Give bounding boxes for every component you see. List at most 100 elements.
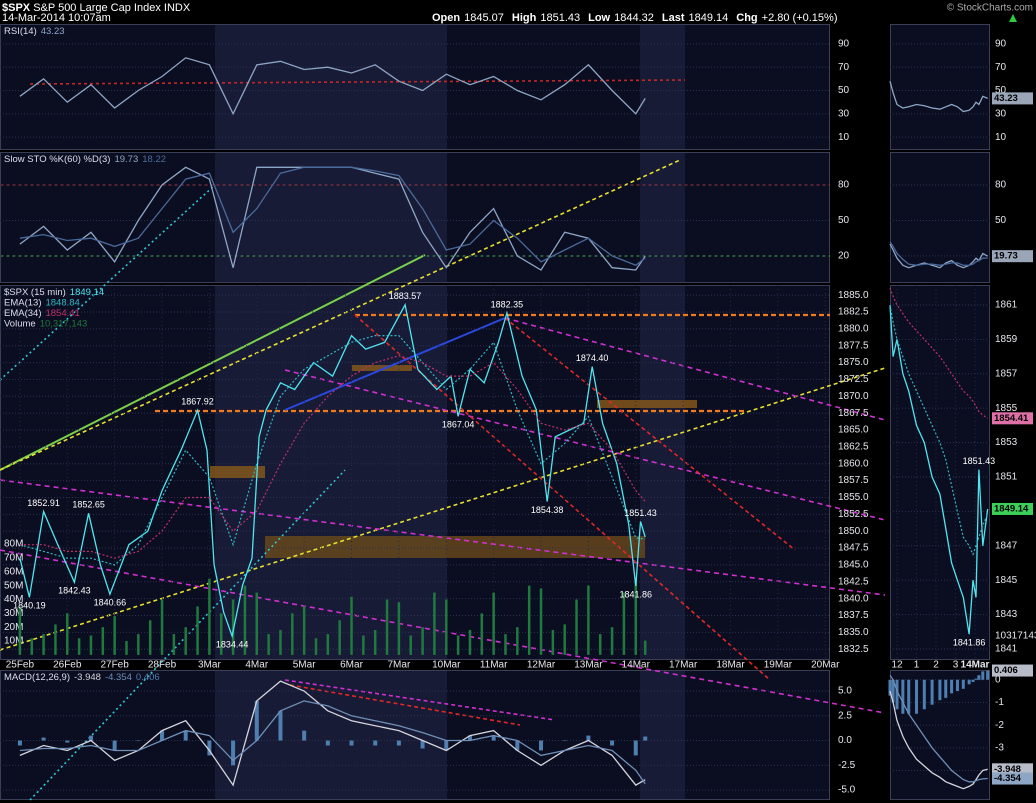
histogram-bar xyxy=(396,740,401,746)
histogram-bar xyxy=(562,740,567,742)
y-tick-label: -3 xyxy=(995,742,1004,753)
y-tick-label: 1835.0 xyxy=(838,627,869,638)
histogram-bar xyxy=(325,740,330,746)
histogram-bar xyxy=(160,730,165,741)
legend-text: EMA(34) xyxy=(4,308,41,319)
volume-bar xyxy=(18,606,22,655)
volume-bar xyxy=(456,635,460,655)
volume-bar xyxy=(137,634,140,655)
volume-bar xyxy=(598,634,602,655)
value-tag xyxy=(992,502,1033,515)
histogram-bar xyxy=(302,730,307,741)
panel-gap xyxy=(0,660,1036,670)
y-tick-label: 50 xyxy=(995,215,1007,226)
panel: 20508019.73 xyxy=(889,180,1033,269)
y-tick-label: 1840.0 xyxy=(838,593,869,604)
x-tick-label: 17Mar xyxy=(669,660,698,671)
value-tag xyxy=(992,250,1033,263)
y-tick-label: 1845 xyxy=(995,575,1018,586)
volume-bar xyxy=(397,602,401,655)
y2-tick-label: 70M xyxy=(4,553,23,564)
y-tick-label: 70 xyxy=(838,62,850,73)
legend-text: $SPX (15 min) xyxy=(4,287,66,298)
legend-text: 10,317,143 xyxy=(40,318,88,329)
x-tick-label: 12 xyxy=(891,660,903,671)
price-label: 1874.40 xyxy=(576,353,609,363)
trendline xyxy=(284,679,556,721)
histogram-bar xyxy=(420,740,425,749)
volume-bar xyxy=(563,624,566,655)
histogram-bar xyxy=(231,740,236,766)
volume-bar xyxy=(148,620,152,655)
histogram-bar xyxy=(586,735,591,741)
histogram-bar xyxy=(891,679,895,703)
legend-text: -3.948 xyxy=(74,672,101,683)
trendline xyxy=(0,254,426,471)
value-tag-label: -4.354 xyxy=(994,773,1022,784)
volume-bar xyxy=(610,627,614,655)
histogram-bar xyxy=(373,740,378,746)
trendline xyxy=(289,684,521,726)
volume-bar xyxy=(279,629,282,655)
y-tick-label: -5.0 xyxy=(838,785,856,796)
value-tag xyxy=(992,664,1033,677)
panel-border xyxy=(890,670,990,800)
panel: 10 30 50 70 90 43.23 xyxy=(889,38,1033,143)
volume-bar xyxy=(291,613,294,655)
volume-bar xyxy=(172,634,176,655)
legend-entry: $SPX (15 min) 1849.14 xyxy=(4,287,104,298)
legend-entry: MACD(12,26,9) -3.948 -4.354 0.406 xyxy=(4,672,160,683)
y-tick-label: 20 xyxy=(838,250,850,261)
histogram-bar xyxy=(254,700,259,741)
trendline xyxy=(284,317,506,411)
histogram-bar xyxy=(922,679,926,710)
series-line xyxy=(889,241,988,266)
panel-border xyxy=(0,152,830,283)
x-tick-label: 11Mar xyxy=(480,660,508,671)
panel: -5.0 -2.5 0.0 2.5 5.0 MACD(12,26,9) -3.948 -4.3… xyxy=(0,672,856,796)
volume-bar xyxy=(634,578,638,655)
quote-label: Open xyxy=(432,12,460,24)
volume-bar xyxy=(160,599,164,655)
y-tick-label: 50 xyxy=(995,85,1007,96)
panel-gap xyxy=(0,283,1036,285)
histogram-bar xyxy=(907,679,911,714)
zone xyxy=(265,536,645,558)
y-tick-label: -2 xyxy=(995,720,1004,731)
quote-label: Chg xyxy=(736,12,757,24)
volume-bar xyxy=(77,638,81,655)
trendline xyxy=(0,549,886,714)
y-tick-label: 1867.5 xyxy=(838,408,869,419)
price-label: 1882.35 xyxy=(491,299,524,309)
series-line xyxy=(889,690,988,790)
histogram-bar xyxy=(444,740,449,751)
x-tick-label: 2 xyxy=(933,660,939,671)
volume-bar xyxy=(480,613,484,655)
histogram-bar xyxy=(112,740,117,751)
histogram-bar xyxy=(901,679,905,714)
y-tick-label: 1842.5 xyxy=(838,576,869,587)
histogram-bar xyxy=(467,735,472,741)
histogram-bar xyxy=(41,737,46,741)
x-tick-label: 26Feb xyxy=(53,660,82,671)
y-tick-label: 80 xyxy=(995,180,1007,191)
legend-text: 1848.84 xyxy=(45,297,79,308)
series-line xyxy=(889,304,989,635)
x-tick-label: 19Mar xyxy=(764,660,793,671)
series-line xyxy=(889,304,989,557)
price-label: 1852.65 xyxy=(72,500,105,510)
index-name: S&P 500 Large Cap Index xyxy=(33,2,161,14)
quote-line: Open 1845.07 High 1851.43 Low 1844.32 Last 1849… xyxy=(432,12,838,24)
histogram-bar xyxy=(938,679,942,701)
header-line: $SPX S&P 500 Large Cap Index INDX xyxy=(2,2,191,14)
panel-border xyxy=(890,152,990,283)
volume-bar xyxy=(362,635,365,655)
volume-bar xyxy=(468,629,472,655)
x-tick-label: 5Mar xyxy=(293,660,316,671)
value-tag-label: 0.406 xyxy=(994,665,1018,676)
histogram-bar xyxy=(986,670,990,680)
y-tick-label: 1853 xyxy=(995,437,1018,448)
x-tick-label: 18Mar xyxy=(716,660,745,671)
volume-bar xyxy=(314,638,318,655)
volume-bar xyxy=(89,635,93,655)
